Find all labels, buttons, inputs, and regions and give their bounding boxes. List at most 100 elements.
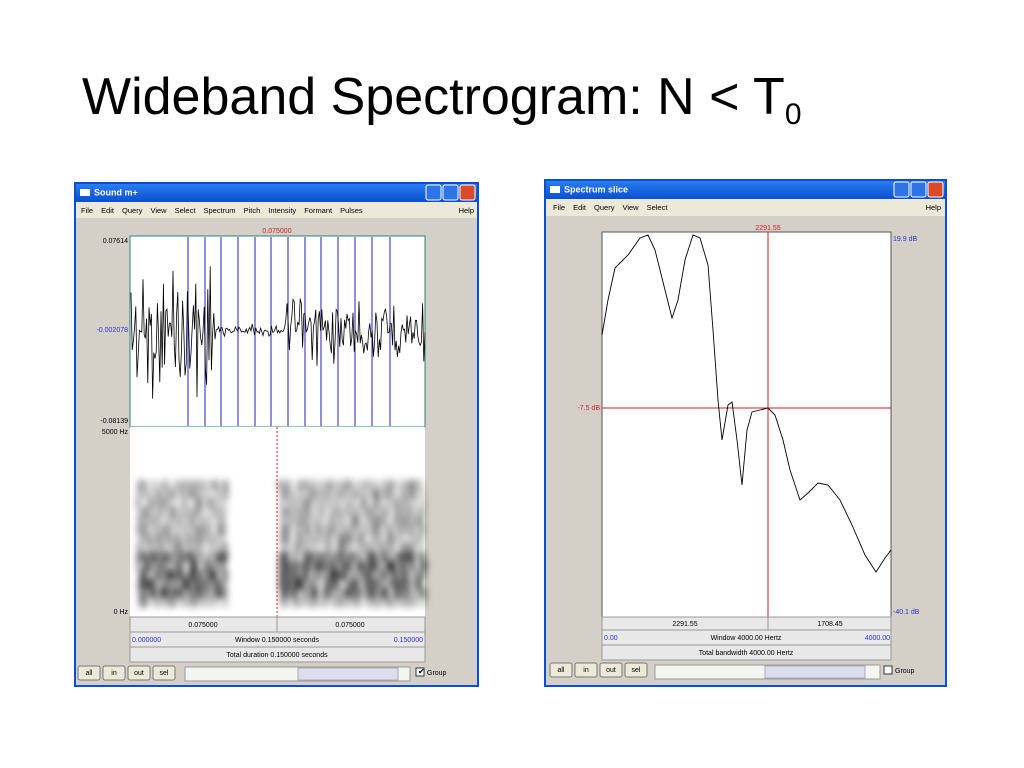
spectrogram-blob <box>384 542 391 554</box>
spectrogram-blob <box>279 533 286 545</box>
spectrogram-blob <box>166 506 173 518</box>
menu-item[interactable]: View <box>150 206 167 215</box>
spectrogram-blob <box>305 479 312 491</box>
total-row[interactable] <box>601 644 892 661</box>
spectrogram-blob <box>293 542 300 554</box>
checkbox[interactable] <box>415 667 425 677</box>
button[interactable] <box>599 662 623 678</box>
menu-item[interactable]: Intensity <box>268 206 296 215</box>
menu-item[interactable]: Query <box>122 206 143 215</box>
spectrogram-blob <box>145 533 152 545</box>
checkbox[interactable] <box>883 665 893 675</box>
button[interactable] <box>127 665 151 681</box>
spectrogram-blob <box>313 569 320 581</box>
spectrogram-blob <box>404 506 411 518</box>
spectrogram-blob <box>341 551 348 563</box>
menu-item[interactable]: Edit <box>101 206 115 215</box>
spectrogram-blob <box>208 506 215 518</box>
menu-item[interactable]: File <box>553 203 565 212</box>
spectrogram-blob <box>371 515 378 527</box>
menu-item[interactable]: Spectrum <box>203 206 235 215</box>
spectrogram-blob <box>212 479 219 491</box>
scroll-thumb[interactable] <box>297 667 399 681</box>
spectrogram-blob <box>319 506 326 518</box>
menu-item[interactable]: Select <box>647 203 669 212</box>
spectrogram-blob <box>399 488 406 500</box>
spectrogram-blob <box>370 587 377 599</box>
spectrogram-blob <box>306 560 313 572</box>
maximize-button[interactable] <box>910 181 927 198</box>
menu-item[interactable]: Pitch <box>244 206 261 215</box>
menu-item[interactable]: Pulses <box>340 206 363 215</box>
spectrogram-blob <box>410 506 417 518</box>
scroll-thumb[interactable] <box>764 665 866 679</box>
spectrogram-blob <box>157 533 164 545</box>
window-icon <box>550 186 560 193</box>
spectrogram-blob <box>312 587 319 599</box>
spectrogram-blob <box>406 479 413 491</box>
spectrogram-blob <box>179 497 186 509</box>
close-button[interactable] <box>459 184 476 201</box>
spectrogram-blob <box>220 533 227 545</box>
spectrogram-blob <box>392 515 399 527</box>
spectrogram-blob <box>294 524 301 536</box>
button[interactable] <box>152 665 176 681</box>
menu-item[interactable]: File <box>81 206 93 215</box>
spectrogram-blob <box>384 479 391 491</box>
button[interactable] <box>624 662 648 678</box>
spectrogram-blob <box>320 551 327 563</box>
menu-item[interactable]: Edit <box>573 203 587 212</box>
menu-item[interactable]: Help <box>459 206 474 215</box>
button-label: in <box>111 670 117 677</box>
spectrogram-blob <box>284 551 291 563</box>
menu-item[interactable]: View <box>622 203 639 212</box>
button[interactable] <box>574 662 598 678</box>
spectrogram-blob <box>164 524 171 536</box>
total-row[interactable] <box>129 646 426 663</box>
spectrogram-blob <box>293 596 300 608</box>
button[interactable] <box>549 662 573 678</box>
spectrogram-blob <box>213 578 220 590</box>
close-button[interactable] <box>927 181 944 198</box>
spectrogram-blob <box>305 497 312 509</box>
spectrogram-blob <box>215 515 222 527</box>
spectrogram-blob <box>159 524 166 536</box>
spectrogram-blob <box>299 533 306 545</box>
spectrogram-blob <box>313 596 320 608</box>
spectrogram-blob <box>286 569 293 581</box>
button[interactable] <box>77 665 101 681</box>
spectrogram-blob <box>378 551 385 563</box>
spectrogram-blob <box>284 524 291 536</box>
spectrogram-blob <box>221 587 228 599</box>
plot-area <box>601 231 892 618</box>
minimize-button[interactable] <box>893 181 910 198</box>
spectrogram-blob <box>180 596 187 608</box>
spectrogram-blob <box>419 569 426 581</box>
spectrogram-blob <box>184 497 191 509</box>
spectrogram-blob <box>312 578 319 590</box>
button[interactable] <box>102 665 126 681</box>
maximize-button[interactable] <box>442 184 459 201</box>
spectrogram-blob <box>157 506 164 518</box>
minimize-button[interactable] <box>425 184 442 201</box>
spectrogram-blob <box>343 596 350 608</box>
menu-item[interactable]: Formant <box>304 206 333 215</box>
menu-item[interactable]: Query <box>594 203 615 212</box>
spectrogram-blob <box>403 596 410 608</box>
spectrogram-blob <box>192 596 199 608</box>
menu-item[interactable]: Select <box>175 206 197 215</box>
spectrogram-blob <box>397 524 404 536</box>
spectrogram-blob <box>335 488 342 500</box>
spectrogram-blob <box>349 524 356 536</box>
spectrogram-blob <box>417 479 424 491</box>
spectrogram-blob <box>287 497 294 509</box>
spectrogram-blob <box>186 551 193 563</box>
button-label: sel <box>160 670 169 677</box>
spectrogram-blob <box>371 578 378 590</box>
spectrogram-blob <box>417 578 424 590</box>
menu-item[interactable]: Help <box>926 203 941 212</box>
spectrogram-blob <box>152 515 159 527</box>
spectrogram-blob <box>294 515 301 527</box>
spectrogram-blob <box>306 515 313 527</box>
spectrogram-blob <box>200 515 207 527</box>
